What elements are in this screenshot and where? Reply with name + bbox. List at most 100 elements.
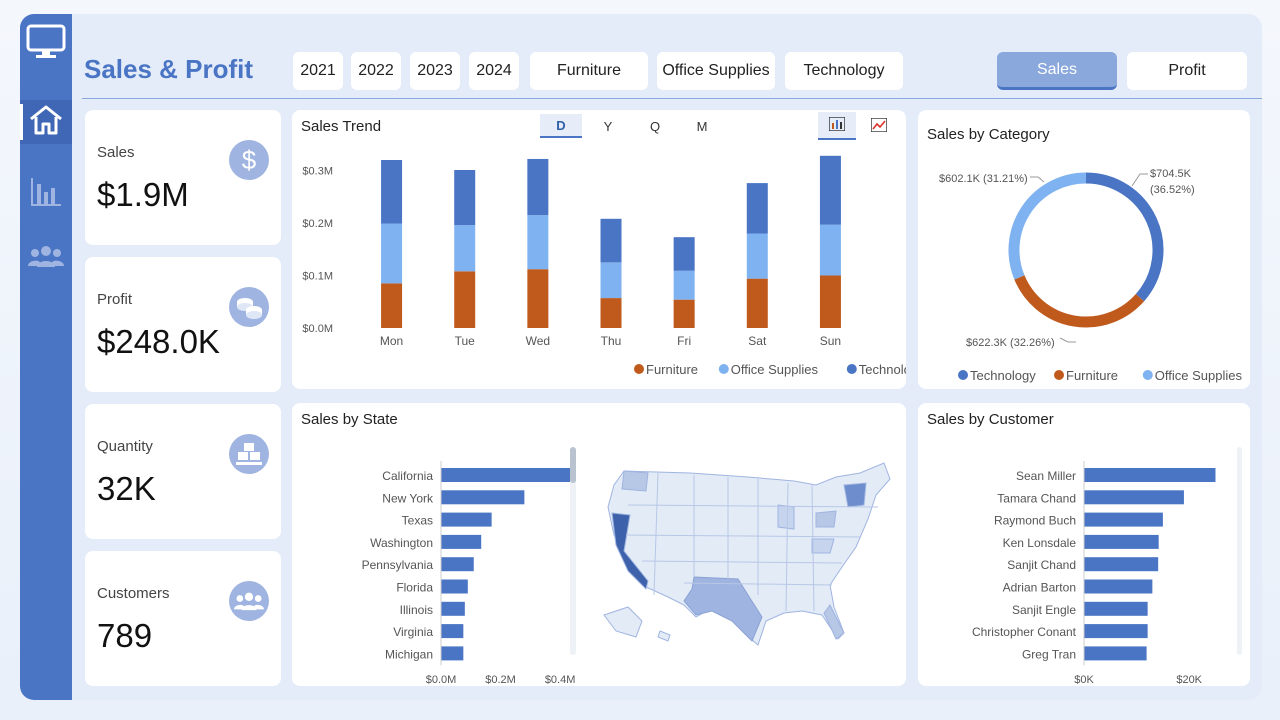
bar-category-label: Florida [396, 581, 433, 595]
x-tick-label: $0K [1074, 674, 1094, 686]
donut-slice [1014, 275, 1145, 328]
office-supplies-filter-button[interactable]: Office Supplies [657, 52, 775, 90]
bar-category-label: Sanjit Chand [1007, 558, 1076, 572]
year-2024-button[interactable]: 2024 [469, 52, 519, 90]
sales-measure-button[interactable]: Sales [997, 52, 1117, 90]
svg-text:$: $ [242, 146, 257, 174]
year-2021-button[interactable]: 2021 [293, 52, 343, 90]
legend-marker [1054, 370, 1064, 380]
kpi-card-sales: Sales $1.9M $ [85, 110, 281, 245]
bar [1084, 490, 1184, 505]
coins-icon [229, 287, 269, 327]
x-tick-label: Sat [748, 334, 767, 348]
legend-label: Furniture [646, 362, 698, 377]
bar [441, 468, 575, 482]
monitor-icon [26, 24, 66, 65]
bar-category-label: Sanjit Engle [1012, 603, 1076, 617]
legend-label: Office Supplies [731, 362, 819, 377]
granularity-d-button[interactable]: D [540, 114, 582, 138]
bar-category-label: Virginia [393, 625, 433, 639]
bar [1084, 579, 1153, 594]
sidebar-item-analytics[interactable] [20, 172, 72, 216]
sales-trend-chart: $0.0M $0.1M $0.2M $0.3M Mon Tue Wed Thu Fri Sat Su… [302, 155, 906, 377]
page-title: Sales & Profit [84, 54, 254, 84]
technology-percent-label: (36.52%) [1150, 184, 1195, 196]
granularity-q-button[interactable]: Q [649, 118, 661, 134]
kpi-value: 32K [97, 470, 156, 507]
bar-category-label: Washington [370, 536, 433, 550]
bar [1084, 557, 1159, 572]
legend-marker [634, 364, 644, 374]
sidebar-item-customers[interactable] [20, 236, 72, 280]
year-2023-button[interactable]: 2023 [410, 52, 460, 90]
year-2022-button[interactable]: 2022 [351, 52, 401, 90]
bar-category-label: Ken Lonsdale [1003, 536, 1077, 550]
trend-bar-segment [600, 262, 622, 299]
bar-category-label: Illinois [400, 603, 433, 617]
state-scrollbar[interactable] [570, 447, 576, 655]
kpi-label: Quantity [97, 438, 153, 455]
bar [1084, 646, 1147, 661]
bar-category-label: Sean Miller [1016, 469, 1076, 483]
sidebar-item-home[interactable] [20, 100, 72, 144]
kpi-value: 789 [97, 617, 153, 654]
trend-bar-segment [381, 283, 403, 328]
bar [441, 512, 492, 527]
trend-bar-segment [746, 278, 768, 328]
trend-bar-segment [673, 299, 695, 328]
trend-bar-segment [819, 155, 841, 225]
bar [1084, 468, 1216, 482]
trend-bar-segment [454, 225, 476, 272]
sidebar-item-monitor[interactable] [20, 22, 72, 66]
sales-trend-card: Sales Trend D Y Q M $0.0M $0.1M $0.2M $0.3M… [292, 110, 906, 389]
trend-bar-segment [819, 275, 841, 328]
sales-by-category-title: Sales by Category [927, 126, 1050, 143]
kpi-label: Sales [97, 144, 135, 161]
line-chart-toggle[interactable] [862, 112, 896, 140]
trend-bar-segment [673, 237, 695, 271]
header-divider [82, 98, 1262, 99]
x-tick-label: $0.0M [426, 674, 457, 686]
trend-bar-segment [381, 160, 403, 224]
bar [1084, 601, 1148, 616]
kpi-label: Customers [97, 585, 170, 602]
customer-scrollbar[interactable] [1237, 447, 1242, 655]
technology-value-label: $704.5K [1150, 168, 1192, 180]
bar [1084, 624, 1148, 639]
legend-marker [846, 364, 857, 374]
bar [441, 646, 464, 661]
granularity-y-button[interactable]: Y [603, 118, 613, 134]
bar [1084, 512, 1163, 527]
dashboard-frame: Sales & Profit 2021 2022 2023 2024 Furni… [20, 14, 1262, 700]
granularity-m-button[interactable]: M [696, 118, 708, 134]
donut-slice [1008, 172, 1087, 280]
kpi-label: Profit [97, 291, 133, 308]
trend-bar-segment [527, 269, 549, 328]
trend-bar-segment [673, 270, 695, 300]
bar [441, 557, 474, 572]
people-icon [28, 243, 64, 274]
donut-slice [1085, 172, 1164, 302]
bar-category-label: California [382, 469, 433, 483]
x-tick-label: Fri [677, 334, 691, 348]
y-tick-label: $0.1M [302, 271, 333, 283]
dollar-icon: $ [229, 140, 269, 180]
bar [1084, 534, 1159, 549]
state-scrollbar-thumb[interactable] [570, 447, 576, 483]
trend-bar-segment [600, 298, 622, 328]
sales-trend-title: Sales Trend [301, 118, 382, 135]
bar [441, 601, 465, 616]
bar [441, 624, 464, 639]
sales-by-state-chart: California New York Texas Washington Pennsyl… [362, 461, 575, 686]
bar-category-label: Adrian Barton [1003, 581, 1076, 595]
column-chart-toggle[interactable] [818, 112, 856, 140]
furniture-filter-button[interactable]: Furniture [530, 52, 648, 90]
kpi-card-profit: Profit $248.0K [85, 257, 281, 392]
technology-filter-button[interactable]: Technology [785, 52, 903, 90]
kpi-value: $1.9M [97, 176, 189, 213]
x-tick-label: $20K [1176, 674, 1202, 686]
profit-measure-button[interactable]: Profit [1127, 52, 1247, 90]
sales-by-customer-title: Sales by Customer [927, 411, 1054, 428]
bar-category-label: Michigan [385, 647, 433, 661]
y-tick-label: $0.3M [302, 166, 333, 178]
